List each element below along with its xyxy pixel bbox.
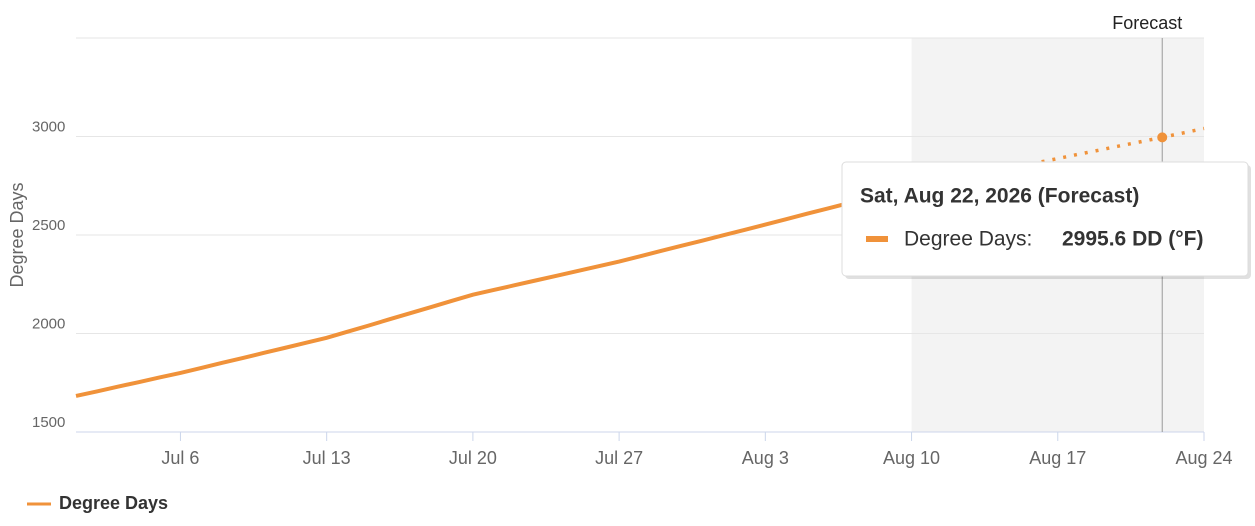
- x-tick-label: Jul 13: [303, 448, 351, 468]
- x-tick-label: Aug 10: [883, 448, 940, 468]
- y-tick-label: 2000: [32, 315, 65, 332]
- tooltip-series-label: Degree Days:: [904, 228, 1032, 251]
- tooltip-swatch: [866, 236, 888, 242]
- tooltip-value: 2995.6 DD (°F): [1062, 228, 1203, 251]
- tooltip: Sat, Aug 22, 2026 (Forecast) Degree Days:…: [841, 161, 1251, 279]
- x-tick-label: Jul 6: [161, 448, 199, 468]
- y-axis-title: Degree Days: [7, 182, 27, 287]
- x-tick-label: Jul 27: [595, 448, 643, 468]
- legend-label[interactable]: Degree Days: [59, 493, 168, 513]
- x-tick-label: Aug 17: [1029, 448, 1086, 468]
- tooltip-title: Sat, Aug 22, 2026 (Forecast): [860, 185, 1139, 208]
- tooltip-box: [841, 161, 1249, 277]
- series-line: [890, 126, 1205, 194]
- y-tick-label: 3000: [32, 118, 65, 135]
- y-tick-label: 2500: [32, 217, 65, 234]
- x-tick-label: Aug 24: [1175, 448, 1232, 468]
- hover-point: [1157, 132, 1168, 143]
- y-tick-label: 1500: [32, 414, 65, 431]
- series-line: [75, 190, 892, 398]
- x-tick-label: Jul 20: [449, 448, 497, 468]
- x-tick-label: Aug 3: [742, 448, 789, 468]
- forecast-label: Forecast: [1112, 13, 1182, 33]
